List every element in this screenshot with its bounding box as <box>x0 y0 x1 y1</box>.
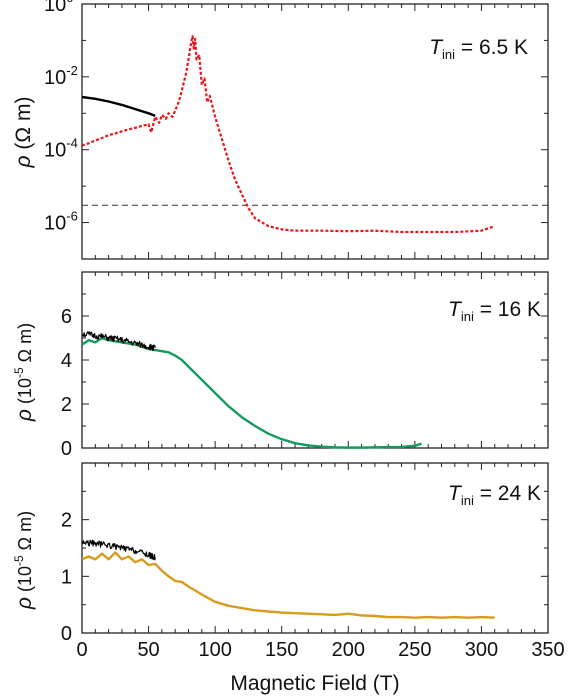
bottom-annotation: Tini = 24 K <box>448 482 541 508</box>
annotation-sub: ini <box>461 493 474 508</box>
bottom-series-group <box>81 539 495 619</box>
y-tick-label: 10-4 <box>44 136 78 162</box>
series-line <box>81 336 422 449</box>
middle-ylabel: ρ (10-5 Ω m) <box>12 323 36 422</box>
ylabel-post: Ω m) <box>15 323 35 367</box>
top-annotation: Tini = 6.5 K <box>429 36 528 62</box>
y-tick-label: 6 <box>61 306 72 328</box>
ylabel-pre: (10 <box>15 566 35 597</box>
top-panel-frame <box>81 3 549 260</box>
annotation-T: T <box>429 36 444 59</box>
series-line <box>81 331 156 352</box>
ylabel-post: Ω m) <box>15 511 35 555</box>
ylabel-exp: -5 <box>12 555 26 566</box>
top-panel-ticks <box>81 3 549 260</box>
annotation-sub: ini <box>442 47 455 62</box>
annotation-sub: ini <box>461 309 474 324</box>
annotation-T: T <box>448 298 463 321</box>
y-tick-label: 0 <box>61 438 72 460</box>
middle-ytick-labels: 0 2 4 6 <box>61 306 72 460</box>
annotation-value: = 16 K <box>474 298 541 321</box>
x-tick-labels: 0 50 100 150 200 250 300 350 <box>76 639 564 661</box>
top-ytick-labels: 10-6 10-4 10-2 100 <box>44 0 78 235</box>
series-line <box>81 35 496 234</box>
bottom-ylabel: ρ (10-5 Ω m) <box>12 511 36 610</box>
x-tick-label: 0 <box>76 639 87 661</box>
x-axis-label: Magnetic Field (T) <box>230 672 399 695</box>
series-line <box>81 551 495 619</box>
middle-panel-ticks <box>81 271 549 449</box>
y-tick-label: 2 <box>61 394 72 416</box>
ylabel-unit: (Ω m) <box>12 97 35 156</box>
y-tick-label: 10-6 <box>44 209 78 235</box>
annotation-value: = 6.5 K <box>455 36 528 59</box>
top-series-group <box>81 35 496 234</box>
x-tick-label: 100 <box>198 639 231 661</box>
series-line <box>81 539 156 561</box>
y-tick-label: 100 <box>44 0 73 16</box>
y-tick-label: 0 <box>61 623 72 645</box>
x-tick-label: 150 <box>265 639 298 661</box>
y-tick-label: 4 <box>61 350 72 372</box>
ylabel-rho: ρ <box>13 409 36 422</box>
ylabel-pre: (10 <box>15 378 35 409</box>
annotation-value: = 24 K <box>474 482 541 505</box>
ylabel-rho: ρ <box>13 597 36 610</box>
x-tick-label: 350 <box>531 639 564 661</box>
x-tick-label: 50 <box>137 639 159 661</box>
top-ylabel: ρ (Ω m) <box>12 97 35 169</box>
top-panel: 10-6 10-4 10-2 100 Tini = 6.5 K ρ (Ω m) <box>12 0 549 260</box>
x-tick-label: 300 <box>465 639 498 661</box>
y-tick-label: 2 <box>61 510 72 532</box>
x-tick-label: 250 <box>398 639 431 661</box>
middle-series-group <box>81 331 422 449</box>
ylabel-rho: ρ <box>12 155 35 168</box>
ylabel-exp: -5 <box>12 367 26 378</box>
middle-annotation: Tini = 16 K <box>448 298 541 324</box>
bottom-panel: 0 1 2 Tini = 24 K ρ (10-5 Ω m) <box>12 462 549 645</box>
y-tick-label: 10-2 <box>44 63 78 89</box>
annotation-T: T <box>448 482 463 505</box>
y-tick-label: 1 <box>61 566 72 588</box>
x-tick-label: 200 <box>332 639 365 661</box>
bottom-ytick-labels: 0 1 2 <box>61 510 72 645</box>
middle-panel: 0 2 4 6 Tini = 16 K ρ (10-5 Ω m) <box>12 271 549 460</box>
bottom-panel-ticks <box>81 462 549 634</box>
series-line <box>81 95 156 118</box>
